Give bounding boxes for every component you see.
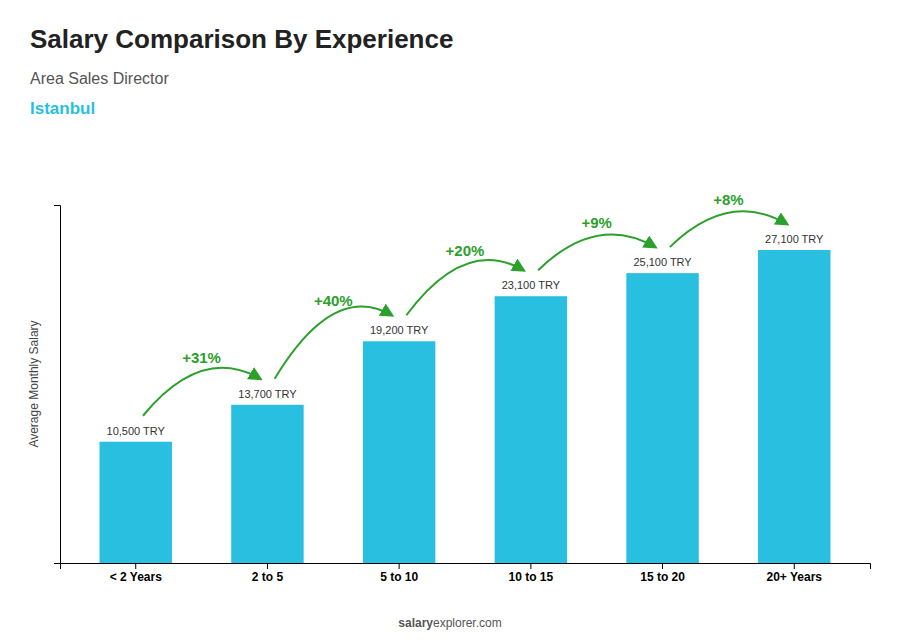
x-tick-mark — [530, 563, 531, 569]
x-tick-mark — [267, 563, 268, 569]
bar — [363, 341, 435, 563]
bar — [626, 273, 698, 563]
city: Istanbul — [30, 99, 95, 118]
x-tick: 5 to 10 — [380, 563, 418, 584]
change-label: +20% — [446, 242, 485, 259]
x-axis-line — [61, 564, 871, 570]
bar — [758, 250, 830, 563]
data-label: 13,700 TRY — [238, 388, 297, 400]
y-axis-title: Average Monthly Salary — [27, 320, 41, 447]
change-label: +40% — [314, 292, 353, 309]
x-tick-mark — [135, 563, 136, 569]
x-tick-label: 2 to 5 — [252, 570, 284, 584]
data-labels: 10,500 TRY 13,700 TRY 19,200 TRY 23,100 TRY… — [107, 233, 825, 437]
change-arrow — [670, 211, 787, 247]
x-axis: < 2 Years 2 to 5 5 to 10 10 to 15 15 to 20 20… — [61, 563, 871, 584]
x-tick-mark — [794, 563, 795, 569]
change-arrow — [538, 234, 655, 270]
data-label: 25,100 TRY — [633, 256, 692, 268]
data-label: 23,100 TRY — [502, 279, 561, 291]
x-tick: < 2 Years — [110, 563, 162, 584]
changes: +31% +40% +20% +9% +8% — [143, 191, 787, 416]
x-tick-label: 10 to 15 — [509, 570, 554, 584]
x-tick: 10 to 15 — [509, 563, 554, 584]
title: Salary Comparison By Experience — [30, 24, 453, 54]
bar — [495, 296, 567, 563]
x-tick: 20+ Years — [767, 563, 823, 584]
data-label: 19,200 TRY — [370, 324, 429, 336]
x-tick-label: 15 to 20 — [640, 570, 685, 584]
x-tick-mark — [399, 563, 400, 569]
footer-part: explorer.com — [433, 616, 502, 630]
bar — [231, 405, 303, 563]
footer: salaryexplorer.com — [398, 616, 501, 630]
chart: Salary Comparison By Experience Area Sale… — [0, 0, 900, 641]
y-axis-line — [54, 206, 61, 564]
change-label: +8% — [713, 191, 743, 208]
x-tick: 2 to 5 — [252, 563, 284, 584]
footer-part: salary — [398, 616, 433, 630]
x-tick-mark — [662, 563, 663, 569]
bars — [100, 250, 831, 563]
plot: < 2 Years 2 to 5 5 to 10 10 to 15 15 to 20 20… — [54, 191, 871, 584]
x-tick: 15 to 20 — [640, 563, 685, 584]
change-label: +31% — [182, 349, 221, 366]
x-tick-label: 20+ Years — [767, 570, 823, 584]
change-arrow — [275, 306, 392, 378]
change-arrow — [143, 368, 260, 416]
y-axis — [54, 206, 61, 564]
x-tick-label: 5 to 10 — [380, 570, 418, 584]
x-tick-label: < 2 Years — [110, 570, 162, 584]
change-label: +9% — [581, 214, 611, 231]
data-label: 27,100 TRY — [765, 233, 824, 245]
bar — [100, 442, 172, 563]
change-arrow — [406, 260, 523, 315]
data-label: 10,500 TRY — [107, 425, 166, 437]
subtitle: Area Sales Director — [30, 70, 169, 87]
